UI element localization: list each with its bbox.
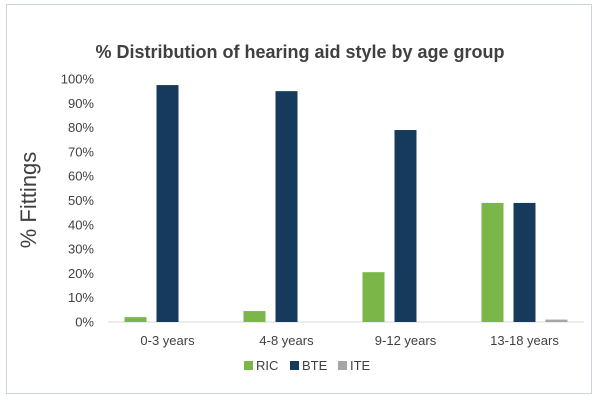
x-tick-label: 13-18 years: [490, 333, 559, 348]
bar-bte-4: [513, 202, 536, 322]
y-tick-label: 60%: [68, 169, 94, 184]
y-tick-label: 90%: [68, 96, 94, 111]
legend-label-bte: BTE: [302, 358, 328, 373]
x-tick-label: 9-12 years: [375, 333, 437, 348]
y-tick-label: 50%: [68, 193, 94, 208]
bar-ric-2: [243, 311, 266, 322]
bars-group: [124, 85, 568, 323]
y-tick-label: 70%: [68, 144, 94, 159]
legend-swatch-ite: [338, 361, 347, 370]
y-tick-label: 0%: [75, 315, 94, 330]
legend-label-ric: RIC: [256, 358, 278, 373]
bar-bte-2: [275, 91, 298, 323]
x-axis-ticks: 0-3 years 4-8 years 9-12 years 13-18 years: [140, 333, 559, 348]
legend-swatch-ric: [244, 361, 253, 370]
y-tick-label: 20%: [68, 266, 94, 281]
chart-title: % Distribution of hearing aid style by a…: [95, 42, 504, 62]
x-tick-label: 0-3 years: [140, 333, 195, 348]
legend-swatch-bte: [290, 361, 299, 370]
y-tick-label: 30%: [68, 242, 94, 257]
y-tick-label: 40%: [68, 217, 94, 232]
x-tick-label: 4-8 years: [259, 333, 314, 348]
legend-label-ite: ITE: [350, 358, 371, 373]
y-tick-label: 100%: [61, 72, 95, 87]
bar-ite-4: [545, 319, 568, 322]
bar-ric-4: [481, 202, 504, 322]
bar-bte-1: [156, 85, 179, 322]
y-axis-ticks: 0% 10% 20% 30% 40% 50% 60% 70% 80% 90% 100%: [61, 72, 95, 330]
chart-frame: [6, 4, 592, 394]
y-tick-label: 10%: [68, 290, 94, 305]
bar-ric-1: [124, 317, 147, 322]
y-tick-label: 80%: [68, 120, 94, 135]
bar-ric-3: [362, 272, 385, 322]
y-axis-label: % Fittings: [16, 152, 41, 249]
legend: RIC BTE ITE: [244, 358, 371, 373]
bar-bte-3: [394, 130, 417, 322]
